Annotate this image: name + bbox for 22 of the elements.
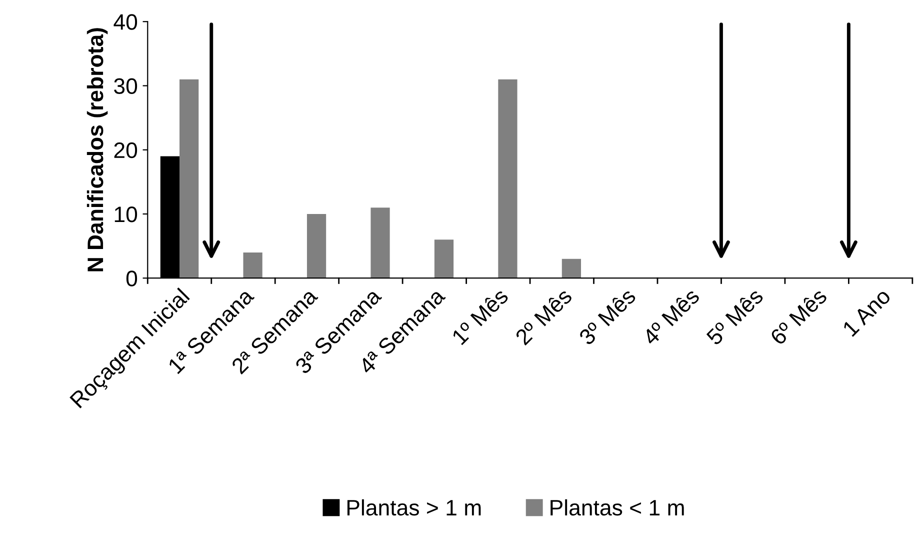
x-tick-label: 3º Mês <box>578 286 637 346</box>
x-tick-label: 1º Mês <box>450 286 510 346</box>
bar <box>434 240 454 278</box>
bar <box>370 208 390 278</box>
legend-label: Plantas < 1 m <box>550 499 684 516</box>
y-axis-title: N Danificados (rebrota) <box>86 28 108 272</box>
y-tick-label: 10 <box>114 206 138 222</box>
bar <box>498 79 518 278</box>
x-tick-label: 2º Mês <box>514 286 573 346</box>
y-tick-label: 30 <box>114 78 138 94</box>
y-tick-label: 20 <box>114 142 138 158</box>
legend-label: Plantas > 1 m <box>347 499 481 516</box>
x-tick-label: 4º Mês <box>641 286 700 346</box>
x-tick-label: 5º Mês <box>705 286 764 346</box>
y-tick-label: 40 <box>114 14 138 30</box>
bar <box>306 214 326 278</box>
bar <box>562 258 582 278</box>
x-tick-label: 1 Ano <box>842 288 892 337</box>
bar <box>243 252 262 278</box>
x-tick-label: 6º Mês <box>769 286 828 346</box>
bar <box>180 79 199 278</box>
y-tick-label: 0 <box>126 270 138 286</box>
